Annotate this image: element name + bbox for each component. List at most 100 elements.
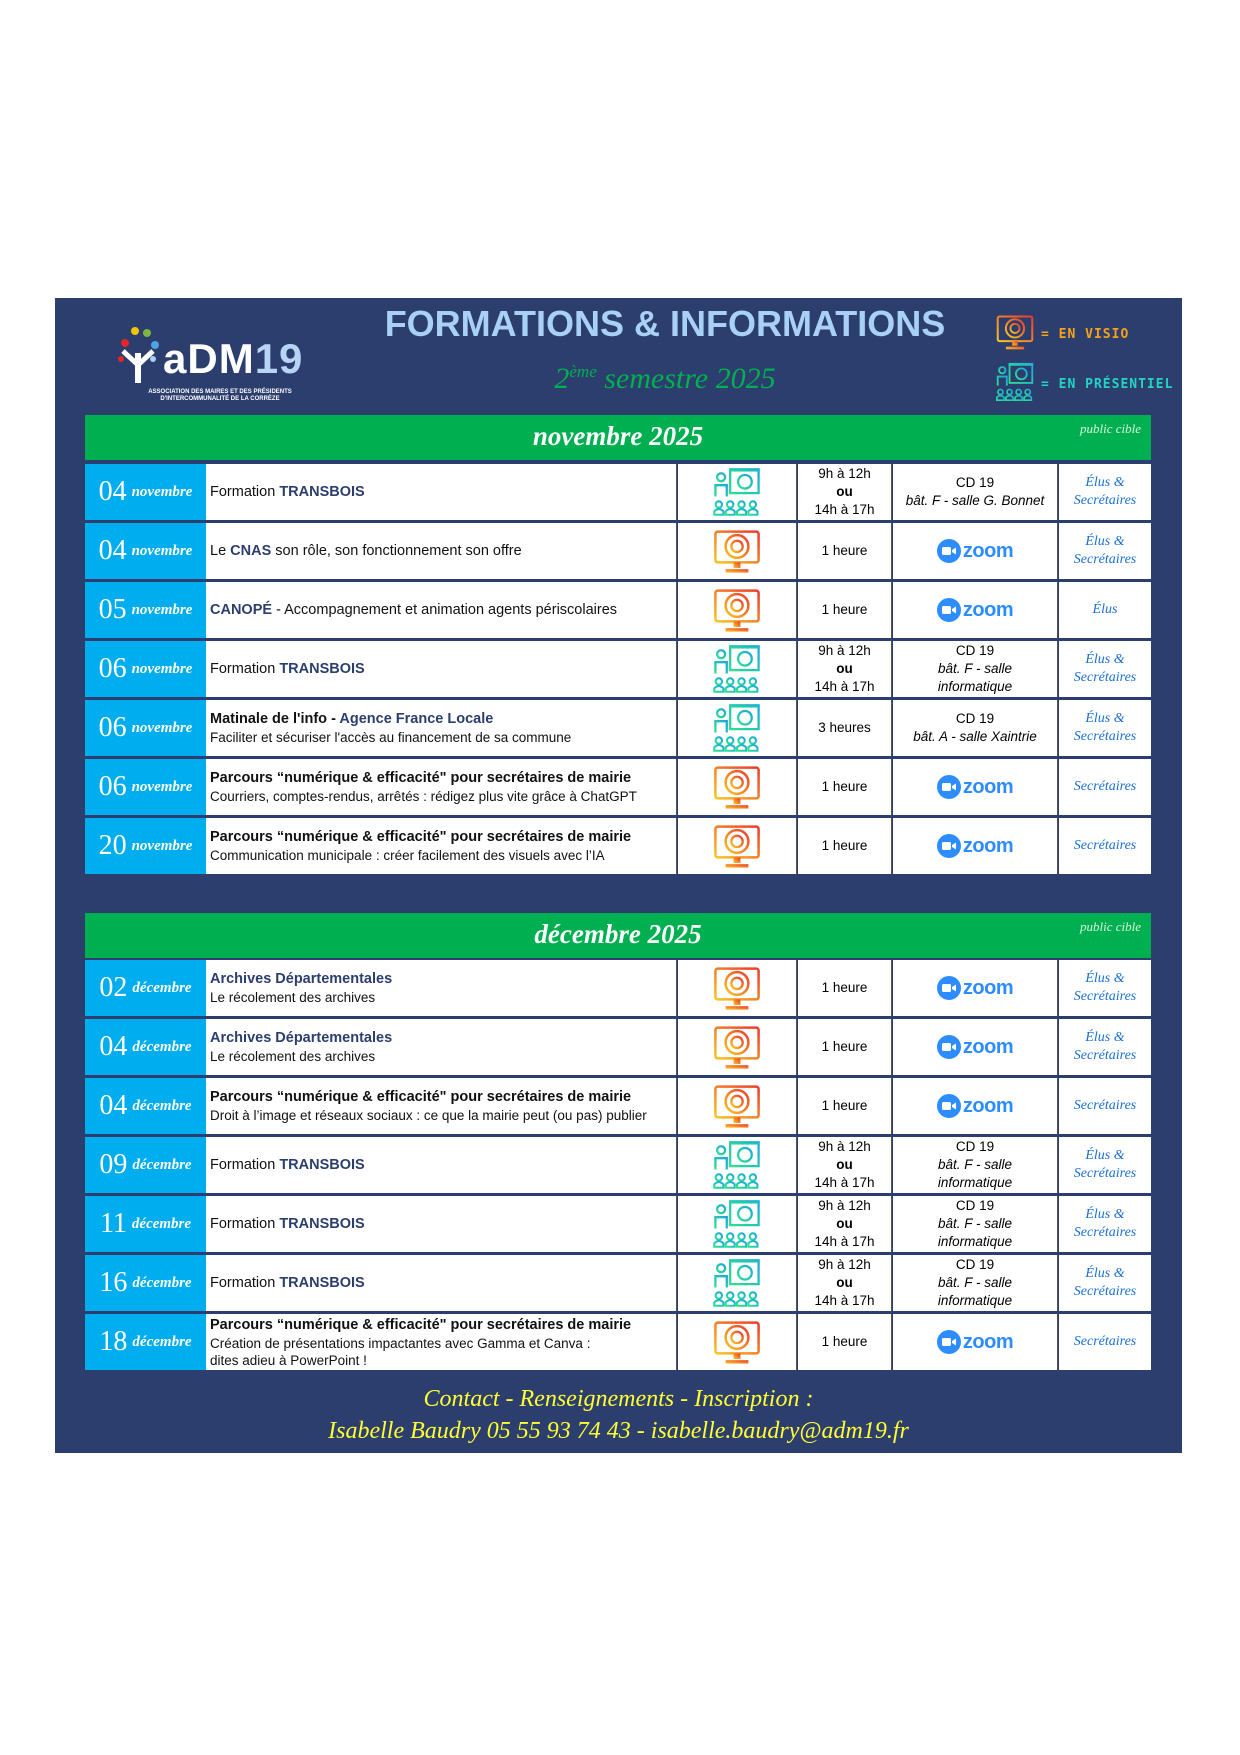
title-segment: TRANSBOIS: [279, 1274, 365, 1291]
title-segment: TRANSBOIS: [279, 1215, 365, 1232]
title-segment: Parcours “numérique & efficacité" pour s…: [210, 770, 632, 786]
event-date: 06 novembre: [85, 759, 206, 815]
zoom-logo: zoom: [936, 775, 1014, 799]
date-month: décembre: [132, 1156, 192, 1173]
public-line: Secrétaires: [1073, 989, 1137, 1004]
visio-monitor-icon: [678, 582, 797, 638]
title-segment: TRANSBOIS: [279, 1156, 365, 1173]
event-audience: Élus & Secrétaires: [1059, 1019, 1151, 1075]
event-row: 16 décembre Formation TRANSBOIS 9h à 12h o…: [85, 1255, 1151, 1311]
public-line: Élus &: [1085, 652, 1125, 667]
event-description: Le CNAS son rôle, son fonctionnement son…: [206, 523, 677, 579]
event-date: 20 novembre: [85, 818, 206, 874]
date-day: 09: [99, 1149, 128, 1180]
event-row: 09 décembre Formation TRANSBOIS 9h à 12h o…: [85, 1137, 1151, 1193]
event-description: Formation TRANSBOIS: [206, 464, 677, 520]
presentiel-classroom-icon: [678, 700, 797, 756]
event-location: zoom: [893, 759, 1058, 815]
location-line: CD 19: [955, 1257, 995, 1272]
event-date: 04 décembre: [85, 1078, 206, 1134]
event-title: Parcours “numérique & efficacité" pour s…: [210, 1316, 676, 1335]
event-audience: Secrétaires: [1059, 1314, 1151, 1370]
event-duration: 9h à 12h ou 14h à 17h: [798, 464, 892, 520]
time-line: 9h à 12h: [818, 643, 871, 658]
zoom-label: zoom: [962, 1035, 1014, 1058]
location-line: bât. F - salle: [937, 1275, 1013, 1290]
date-month: novembre: [131, 778, 193, 795]
public-line: Secrétaires: [1073, 779, 1137, 794]
event-date: 04 novembre: [85, 523, 206, 579]
event-location: zoom: [893, 1078, 1058, 1134]
event-description: Archives Départementales Le récolement de…: [206, 960, 677, 1016]
event-date: 06 novembre: [85, 641, 206, 697]
visio-monitor-icon: [678, 960, 797, 1016]
event-row: 06 novembre Parcours “numérique & efficac…: [85, 759, 1151, 815]
visio-monitor-icon: [678, 1314, 797, 1370]
event-audience: Secrétaires: [1059, 759, 1151, 815]
date-day: 11: [99, 1208, 127, 1239]
month-header: novembre 2025 public cible: [85, 415, 1151, 460]
page-title: FORMATIONS & INFORMATIONS: [384, 303, 946, 344]
title-segment: CNAS: [230, 542, 272, 559]
logo-text: aDM19: [163, 335, 304, 382]
event-row: 06 novembre Formation TRANSBOIS 9h à 12h o…: [85, 641, 1151, 697]
event-audience: Élus & Secrétaires: [1059, 1196, 1151, 1252]
event-title: Matinale de l'info - Agence France Local…: [210, 710, 676, 729]
page-subtitle: 2ème semestre 2025: [345, 352, 985, 399]
event-location: zoom: [893, 582, 1058, 638]
event-duration: 9h à 12h ou 14h à 17h: [798, 641, 892, 697]
event-audience: Élus & Secrétaires: [1059, 523, 1151, 579]
time-line: ou: [836, 1216, 853, 1231]
event-title: Formation TRANSBOIS: [210, 1156, 676, 1175]
title-segment: Parcours “numérique & efficacité" pour s…: [210, 1316, 632, 1333]
location-line: bât. F - salle: [937, 1157, 1013, 1172]
event-title: Formation TRANSBOIS: [210, 483, 676, 502]
date-month: décembre: [132, 1097, 192, 1114]
event-description: Archives Départementales Le récolement de…: [206, 1019, 677, 1075]
event-duration: 1 heure: [798, 582, 892, 638]
title-segment: son rôle, son fonctionnement son offre: [271, 542, 522, 559]
event-description: CANOPÉ - Accompagnement et animation age…: [206, 582, 677, 638]
event-description: Formation TRANSBOIS: [206, 1196, 677, 1252]
zoom-label: zoom: [962, 598, 1014, 621]
contact-details[interactable]: Isabelle Baudry 05 55 93 74 43 - isabell…: [328, 1418, 909, 1444]
visio-monitor-icon: [995, 312, 1035, 356]
date-month: décembre: [132, 1038, 192, 1055]
public-line: Élus &: [1085, 971, 1125, 986]
event-duration: 9h à 12h ou 14h à 17h: [798, 1137, 892, 1193]
time-line: 9h à 12h: [818, 1139, 871, 1154]
title-segment: Archives Départementales: [210, 1030, 393, 1046]
event-description: Parcours “numérique & efficacité" pour s…: [206, 818, 677, 874]
event-duration: 3 heures: [798, 700, 892, 756]
public-line: Secrétaires: [1073, 493, 1137, 508]
time-line: ou: [836, 661, 853, 676]
time-line: 1 heure: [821, 602, 868, 617]
date-day: 18: [99, 1326, 128, 1357]
date-day: 02: [99, 972, 128, 1003]
event-date: 06 novembre: [85, 700, 206, 756]
public-line: Élus &: [1085, 711, 1125, 726]
time-line: 1 heure: [821, 838, 868, 853]
presentiel-classroom-icon: [995, 362, 1035, 406]
public-line: Secrétaires: [1073, 729, 1137, 744]
title-segment: Formation: [210, 1274, 280, 1291]
legend-label: = EN VISIO: [1041, 326, 1130, 342]
time-line: 1 heure: [821, 980, 868, 995]
event-audience: Secrétaires: [1059, 818, 1151, 874]
event-audience: Élus & Secrétaires: [1059, 1255, 1151, 1311]
visio-monitor-icon: [678, 1019, 797, 1075]
date-day: 04: [98, 476, 127, 507]
public-line: Secrétaires: [1073, 1225, 1137, 1240]
time-line: 1 heure: [821, 543, 868, 558]
location-line: informatique: [937, 1175, 1013, 1190]
event-audience: Élus & Secrétaires: [1059, 1137, 1151, 1193]
event-audience: Élus & Secrétaires: [1059, 464, 1151, 520]
zoom-logo: zoom: [936, 976, 1014, 1000]
event-title: Formation TRANSBOIS: [210, 1215, 676, 1234]
zoom-camera-icon: [936, 834, 961, 858]
event-row: 04 décembre Parcours “numérique & efficac…: [85, 1078, 1151, 1134]
event-location: zoom: [893, 960, 1058, 1016]
event-date: 16 décembre: [85, 1255, 206, 1311]
adm19-logo: aDM19 ASSOCIATION DES MAIRES ET DES PRÉS…: [115, 323, 345, 409]
title-segment: - Accompagnement et animation agents pér…: [272, 601, 618, 618]
